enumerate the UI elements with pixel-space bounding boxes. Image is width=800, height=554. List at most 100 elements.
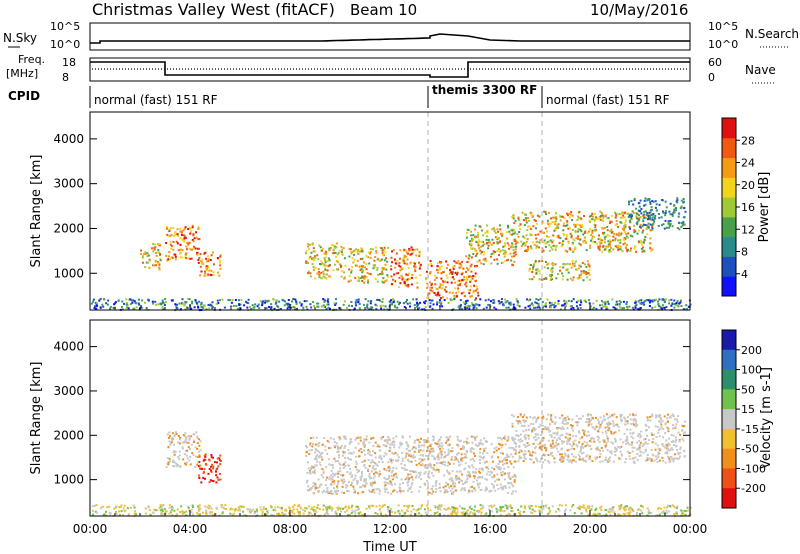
echo-cell [140,252,143,255]
echo-cell [362,484,365,487]
echo-cell [569,305,572,307]
echo-cell [590,440,593,443]
echo-cell [210,470,213,473]
echo-cell [550,436,553,438]
echo-cell [425,467,428,470]
echo-cell [184,226,187,229]
echo-cell [311,263,314,265]
echo-cell [195,431,198,434]
echo-cell [648,198,651,201]
echo-cell [437,440,440,443]
echo-cell [619,221,622,224]
echo-cell [544,426,547,428]
echo-cell [634,306,637,309]
echo-cell [219,478,222,481]
echo-cell [317,268,320,271]
echo-cell [473,275,476,278]
echo-cell [209,259,212,261]
echo-cell [467,491,470,494]
echo-cell [401,467,404,470]
echo-cell [569,277,572,280]
echo-cell [510,308,513,311]
freq-series [90,61,690,78]
echo-cell [625,301,628,304]
echo-cell [532,266,535,269]
echo-cell [183,239,186,242]
echo-cell [481,504,484,507]
echo-cell [491,228,494,231]
echo-cell [382,281,385,284]
echo-cell [532,423,535,426]
echo-cell [547,240,550,243]
echo-cell [567,433,570,436]
echo-cell [441,444,444,447]
echo-cell [499,224,501,227]
echo-cell [429,509,432,512]
echo-cell [435,480,438,483]
echo-cell [587,421,590,424]
echo-cell [517,301,520,304]
echo-cell [413,248,416,251]
echo-cell [646,456,649,459]
echo-cell [222,511,224,514]
echo-cell [257,303,260,306]
echo-cell [570,236,573,239]
echo-cell [347,280,350,283]
echo-cell [504,437,507,440]
echo-cell [476,476,479,479]
echo-cell [332,244,335,247]
echo-cell [203,468,206,471]
echo-cell [660,307,663,310]
echo-cell [180,231,183,234]
echo-cell [543,266,546,269]
echo-cell [496,473,499,476]
echo-cell [308,248,311,251]
echo-cell [482,258,485,261]
echo-cell [513,480,516,483]
echo-cell [502,485,505,488]
echo-cell [658,429,660,431]
echo-cell [305,300,308,303]
echo-cell [363,480,366,483]
echo-cell [542,241,545,244]
echo-cell [198,465,200,468]
echo-cell [355,468,358,471]
echo-cell [632,212,635,215]
echo-cell [410,483,413,486]
echo-cell [456,453,458,456]
echo-cell [370,454,373,457]
echo-cell [407,473,410,476]
echo-cell [673,444,676,446]
echo-cell [319,464,322,466]
echo-cell [552,244,555,247]
echo-cell [452,492,455,495]
echo-cell [671,302,674,305]
echo-cell [417,472,420,475]
echo-cell [566,427,569,430]
echo-cell [265,507,268,510]
echo-cell [572,459,575,462]
echo-cell [324,490,327,493]
echo-cell [644,216,647,219]
echo-cell [348,473,351,476]
echo-cell [210,456,213,459]
echo-cell [179,256,182,259]
echo-cell [346,307,348,309]
echo-cell [528,269,531,272]
echo-cell [313,505,316,508]
echo-cell [506,237,509,240]
echo-cell [523,456,526,459]
echo-cell [491,460,494,463]
echo-cell [366,307,369,309]
echo-cell [521,243,524,246]
echo-cell [186,248,188,251]
echo-cell [438,506,441,509]
echo-cell [464,283,467,286]
echo-cell [617,425,620,428]
echo-cell [642,301,645,304]
echo-cell [238,304,241,306]
echo-cell [630,199,633,202]
echo-cell [481,251,483,253]
echo-cell [528,263,531,266]
echo-cell [510,255,513,258]
